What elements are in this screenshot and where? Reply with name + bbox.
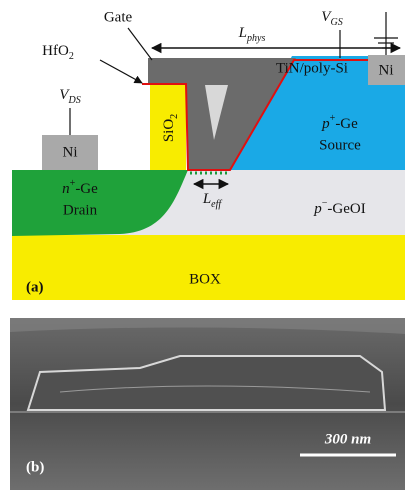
panel-a-label: (a) [26,279,44,295]
page: {"panel_a": { "label": "(a)", "gate": "G… [0,0,411,496]
source-rest: -Ge [335,116,358,132]
gate-pointer [128,28,152,60]
hfo2-pointer [100,60,142,83]
vgs-label: VGS [321,9,342,28]
drain-contact-label: Ni [63,144,78,160]
sio2-base: SiO [161,119,177,143]
hfo2-label: HfO2 [42,43,74,62]
substrate-rest: -GeOI [327,201,365,217]
drain-rest: -Ge [75,181,98,197]
sio2-sub: 2 [169,114,180,119]
substrate-label: p−-GeOI [313,198,365,217]
leff-sub: eff [211,199,222,210]
hfo2-sub: 2 [69,51,74,62]
gate-label: Gate [104,9,133,25]
drain-label: n+-Ge [62,178,98,197]
lphys-base: L [238,25,247,41]
box-label: BOX [189,271,221,287]
vds-sub: DS [67,95,80,106]
leff-base: L [202,191,211,207]
vds-label: VDS [59,87,80,106]
source-label: p+-Ge [321,113,358,132]
source-contact-label: Ni [379,62,394,78]
hfo2-base: HfO [42,43,69,59]
scale-bar-label: 300 nm [324,431,371,447]
lphys-sub: phys [246,33,265,44]
gate-material-label: TiN/poly-Si [276,60,348,76]
source-line2: Source [319,137,361,153]
vgs-sub: GS [330,17,342,28]
panel-b-label: (b) [26,459,44,475]
figure: Gate HfO2 Lphys VGS TiN/poly-Si VDS Ni N… [0,0,411,496]
lphys-label: Lphys [238,25,266,44]
drain-base: n [62,181,70,197]
drain-line2: Drain [63,202,98,218]
box-layer [12,235,405,300]
